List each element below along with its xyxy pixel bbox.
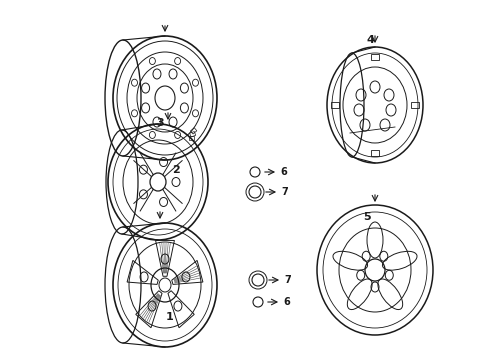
Bar <box>371 150 379 156</box>
Text: 3: 3 <box>156 118 164 128</box>
Text: 6: 6 <box>283 297 290 307</box>
Text: 4: 4 <box>366 35 374 45</box>
Bar <box>371 54 379 60</box>
Bar <box>189 136 194 140</box>
Text: 2: 2 <box>172 165 180 175</box>
Text: 5: 5 <box>363 212 371 222</box>
Bar <box>411 102 419 108</box>
Text: 7: 7 <box>284 275 291 285</box>
Text: 6: 6 <box>280 167 287 177</box>
Bar <box>190 131 196 137</box>
Bar <box>191 128 197 134</box>
Bar <box>331 102 339 108</box>
Text: 7: 7 <box>281 187 288 197</box>
Text: 1: 1 <box>166 312 174 322</box>
